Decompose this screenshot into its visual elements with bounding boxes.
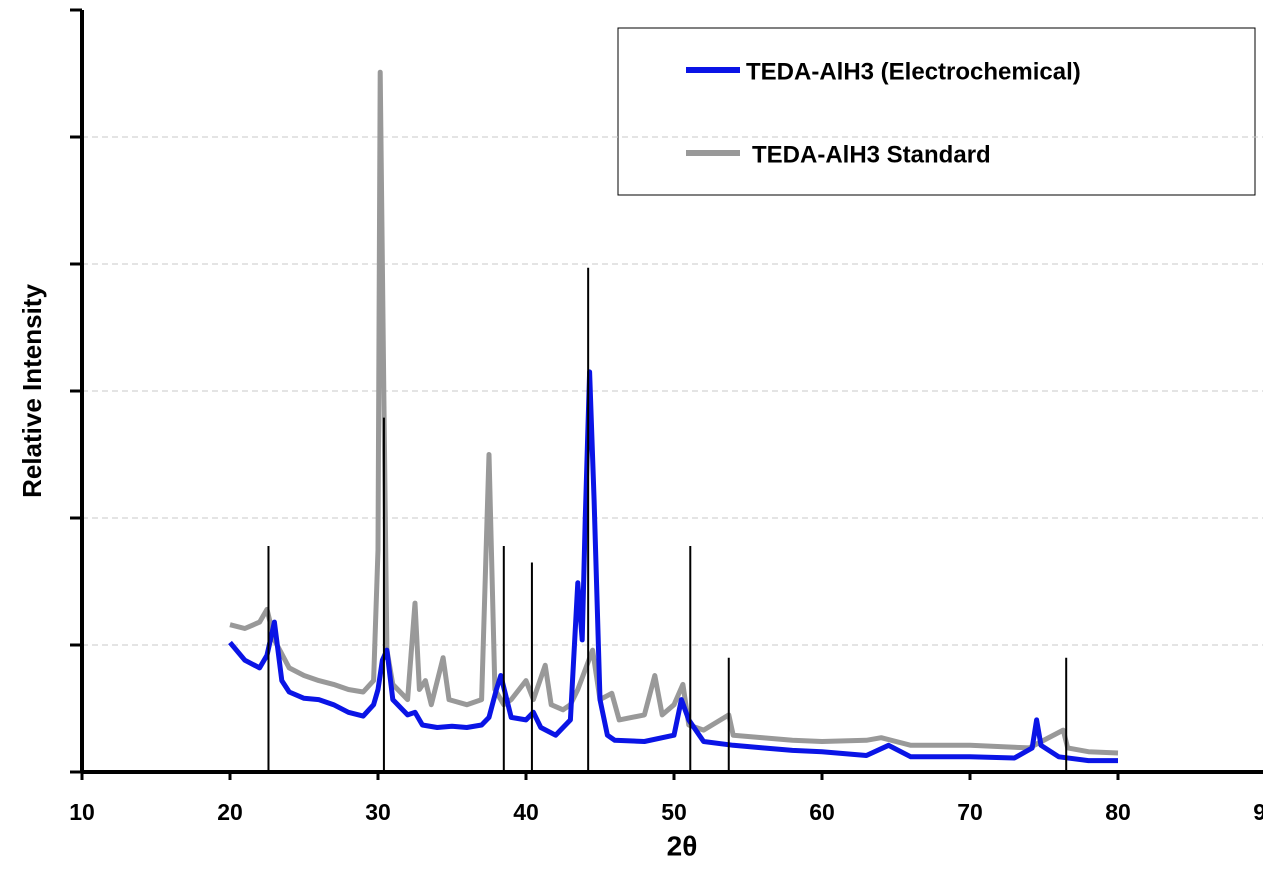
y-axis-label: Relative Intensity xyxy=(17,284,47,498)
x-axis-label: 2θ xyxy=(667,830,698,861)
x-tick-label: 10 xyxy=(69,799,95,825)
x-tick-label: 70 xyxy=(957,799,983,825)
x-tick-label: 30 xyxy=(365,799,391,825)
x-tick-label: 20 xyxy=(217,799,243,825)
x-tick-label: 60 xyxy=(809,799,835,825)
legend-label: TEDA-AlH3 (Electrochemical) xyxy=(746,58,1081,85)
legend-label: TEDA-AlH3 Standard xyxy=(752,141,991,168)
series-line xyxy=(228,369,1118,764)
x-tick-label: 90 xyxy=(1253,799,1263,825)
series-line xyxy=(229,69,1119,756)
x-tick-label: 40 xyxy=(513,799,539,825)
legend-box xyxy=(617,27,1256,196)
x-tick-label: 50 xyxy=(661,799,687,825)
x-tick-label: 80 xyxy=(1105,799,1131,825)
